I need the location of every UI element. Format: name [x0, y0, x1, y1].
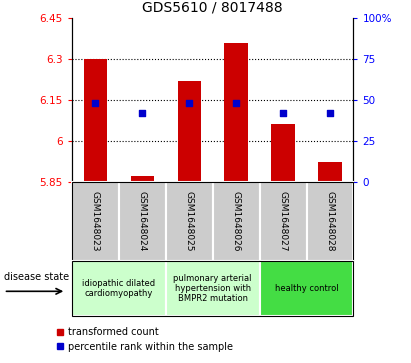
Text: GSM1648025: GSM1648025: [185, 191, 194, 252]
Bar: [72, 182, 119, 261]
Point: [186, 100, 192, 106]
Bar: [260, 182, 307, 261]
Bar: [213, 182, 260, 261]
Point: [327, 110, 333, 116]
Bar: [119, 182, 166, 261]
Bar: [84, 59, 107, 182]
Title: GDS5610 / 8017488: GDS5610 / 8017488: [142, 0, 283, 14]
Bar: [131, 176, 154, 182]
Bar: [260, 261, 353, 316]
Text: GSM1648027: GSM1648027: [279, 191, 288, 252]
Point: [92, 100, 99, 106]
Text: GSM1648024: GSM1648024: [138, 191, 147, 252]
Bar: [307, 182, 353, 261]
Point: [139, 110, 145, 116]
Bar: [72, 261, 166, 316]
Point: [280, 110, 286, 116]
Bar: [178, 81, 201, 182]
Bar: [318, 162, 342, 182]
Text: idiopathic dilated
cardiomyopathy: idiopathic dilated cardiomyopathy: [82, 279, 155, 298]
Text: GSM1648026: GSM1648026: [232, 191, 241, 252]
Point: [233, 100, 240, 106]
Text: healthy control: healthy control: [275, 284, 338, 293]
Legend: transformed count, percentile rank within the sample: transformed count, percentile rank withi…: [56, 327, 233, 352]
Text: disease state: disease state: [4, 272, 69, 282]
Text: pulmonary arterial
hypertension with
BMPR2 mutation: pulmonary arterial hypertension with BMP…: [173, 274, 252, 303]
Bar: [166, 261, 260, 316]
Bar: [271, 125, 295, 182]
Bar: [224, 42, 248, 182]
Text: GSM1648023: GSM1648023: [91, 191, 100, 252]
Bar: [166, 182, 213, 261]
Text: GSM1648028: GSM1648028: [326, 191, 335, 252]
